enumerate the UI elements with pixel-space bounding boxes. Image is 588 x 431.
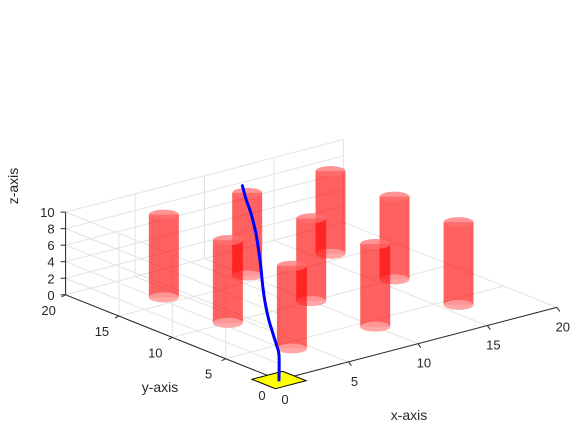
wall-grid-line — [65, 139, 344, 213]
x-axis-label: x-axis — [391, 407, 428, 423]
cylinder-body — [443, 222, 474, 305]
x-tick-mark — [486, 325, 491, 330]
cylinder-top-cap — [379, 191, 410, 202]
cylinder-bottom-cap — [360, 321, 391, 332]
z-tick-label: 0 — [47, 288, 54, 303]
cylinder-top-cap — [232, 187, 263, 198]
x-tick-label: 20 — [556, 319, 570, 334]
cylinder-top-cap — [148, 209, 179, 220]
y-tick-label: 0 — [258, 388, 265, 403]
z-tick-label: 8 — [47, 222, 54, 237]
x-tick-label: 15 — [486, 338, 500, 353]
cylinder-body — [148, 214, 179, 298]
cylinder-top-cap — [360, 238, 391, 249]
wall-grid-line — [65, 155, 344, 230]
cylinder-top-cap — [315, 166, 346, 177]
floor-grid-line — [118, 243, 397, 317]
cylinder-top-cap — [212, 235, 243, 246]
obstacle-cylinder — [276, 260, 307, 354]
cylinder-bottom-cap — [212, 317, 243, 328]
z-tick-label: 2 — [47, 271, 54, 286]
y-tick-mark — [168, 336, 173, 340]
obstacle-cylinder — [212, 235, 243, 328]
z-tick-label: 10 — [40, 205, 54, 220]
wall-grid-line — [65, 172, 344, 246]
x-tick-mark — [556, 307, 561, 312]
y-tick-label: 5 — [205, 367, 212, 382]
x-tick-label: 0 — [281, 392, 288, 407]
scene-layer — [148, 166, 474, 390]
y-axis-label: y-axis — [142, 379, 179, 395]
wall-grid-line — [65, 277, 280, 364]
cylinder-top-cap — [296, 213, 327, 224]
z-tick-label: 6 — [47, 238, 54, 253]
z-tick-label: 4 — [47, 255, 54, 270]
obstacle-cylinder — [148, 209, 179, 303]
x-tick-label: 10 — [417, 356, 431, 371]
cylinder-bottom-cap — [443, 299, 474, 310]
x-tick-mark — [348, 361, 352, 367]
x-tick-label: 5 — [351, 374, 358, 389]
cylinder-top-cap — [276, 260, 307, 271]
flight-path-line — [240, 184, 281, 382]
cylinder-top-cap — [443, 217, 474, 228]
axes-layer — [60, 211, 561, 385]
cylinder-body — [360, 243, 391, 327]
cylinder-bottom-cap — [276, 343, 307, 354]
y-tick-label: 10 — [148, 345, 162, 360]
y-tick-label: 15 — [95, 324, 109, 339]
wall-grid-line — [65, 188, 344, 263]
y-tick-mark — [114, 315, 120, 319]
cylinder-bottom-cap — [148, 292, 179, 303]
z-axis-label: z-axis — [5, 168, 21, 205]
y-tick-mark — [221, 358, 226, 362]
cylinder-body — [276, 265, 307, 349]
obstacle-cylinder — [360, 238, 391, 332]
cylinder-body — [212, 240, 243, 323]
y-tick-label: 20 — [41, 303, 55, 318]
obstacle-cylinder — [443, 217, 474, 310]
x-tick-mark — [417, 343, 422, 349]
wall-grid-line — [65, 261, 280, 348]
